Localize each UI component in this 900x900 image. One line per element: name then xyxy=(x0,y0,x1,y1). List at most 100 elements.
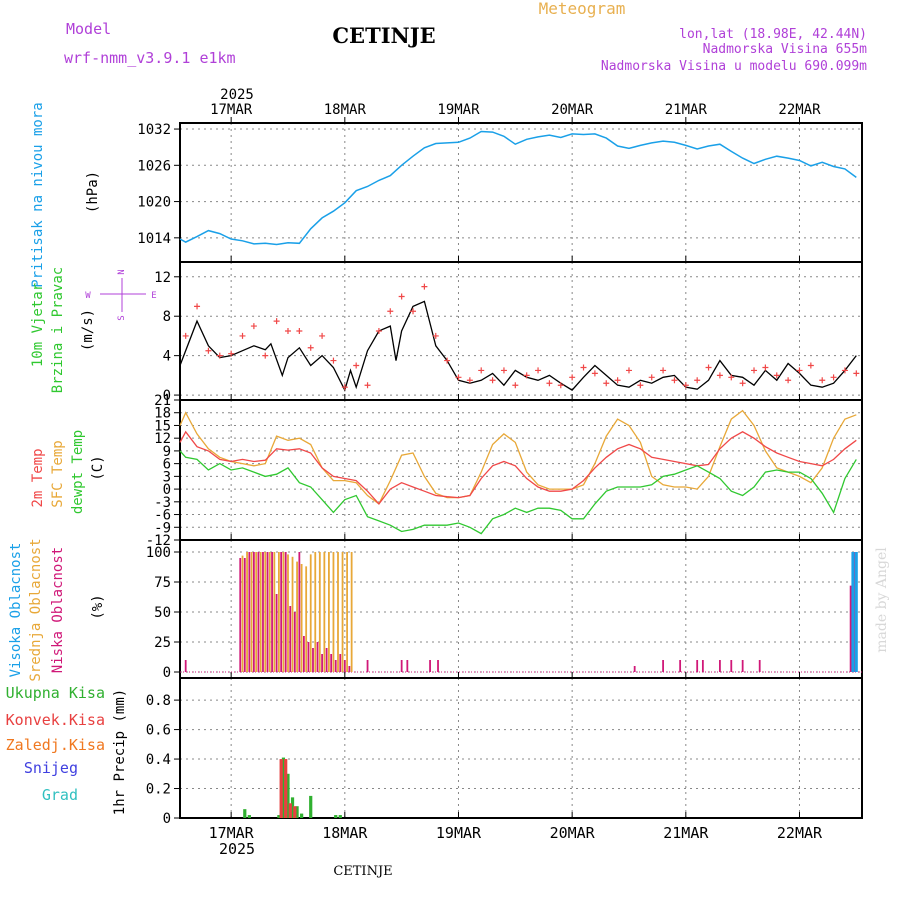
station-title: CETINJE xyxy=(332,23,435,48)
pressure-ytick-label-2: 1026 xyxy=(137,158,171,174)
bottom-date-label: 18MAR xyxy=(322,824,368,842)
precip-unit-label: 1hr Precip (mm) xyxy=(112,689,128,815)
dewpt-label: dewpt Temp xyxy=(70,430,86,514)
pressure-ytick-label-3: 1032 xyxy=(137,122,171,138)
top-date-label: 22MAR xyxy=(778,102,821,118)
wind-gust-marker xyxy=(546,380,553,387)
wind-gust-marker xyxy=(773,372,780,379)
pressure-ytick-label-0: 1014 xyxy=(137,231,171,247)
wind-ytick-label-2: 8 xyxy=(163,309,171,325)
wind-gust-marker xyxy=(660,367,667,374)
wind-gust-marker xyxy=(591,370,598,377)
top-date-label: 17MAR xyxy=(210,102,253,118)
top-date-label: 20MAR xyxy=(551,102,594,118)
precip-bar xyxy=(309,795,313,818)
precip-legend-item: Ukupna Kisa xyxy=(6,684,105,702)
temperature-ytick-label-8: 12 xyxy=(154,431,171,447)
precip-frame xyxy=(179,677,863,819)
wind-gust-marker xyxy=(762,364,769,371)
t2m-label: 2m Temp xyxy=(30,448,46,507)
precip-bar xyxy=(295,806,299,818)
wind-gust-marker xyxy=(580,364,587,371)
precip-legend-item: Snijeg xyxy=(24,759,78,777)
lonlat-label: lon,lat (18.98E, 42.44N) xyxy=(679,27,867,42)
precip-bar xyxy=(286,773,290,818)
wind-unit-label: (m/s) xyxy=(80,309,96,351)
product-title: Meteogram xyxy=(539,0,626,18)
precip-ytick-label-0: 0 xyxy=(163,811,171,827)
cloud-ytick-label-4: 100 xyxy=(146,545,171,561)
wind-gust-marker xyxy=(375,328,382,334)
pressure-frame xyxy=(179,122,863,263)
wind-gust-marker xyxy=(205,347,212,354)
wind-gust-marker xyxy=(500,367,507,374)
bottom-date-label: 19MAR xyxy=(436,824,482,842)
wind-gust-marker xyxy=(387,308,394,315)
precip-bar xyxy=(293,806,297,818)
altitude-label: Nadmorska Visina 655m xyxy=(703,42,868,57)
tsfc-label: SFC Temp xyxy=(50,440,66,507)
wind-gust-marker xyxy=(284,328,291,334)
wind-gust-marker xyxy=(807,362,814,369)
top-year-label: 2025 xyxy=(220,87,254,103)
pressure-ytick-label-1: 1020 xyxy=(137,195,171,211)
temperature-frame xyxy=(179,399,863,541)
wind-gust-marker xyxy=(853,370,860,377)
wind-gust-marker xyxy=(716,372,723,379)
bottom-date-label: 21MAR xyxy=(663,824,709,842)
cloud-low-label: Niska Oblacnost xyxy=(50,547,66,673)
wind-gust-marker xyxy=(841,367,848,374)
wind-gust-marker xyxy=(273,318,280,325)
wind-gust-marker xyxy=(614,377,621,384)
precip-bar xyxy=(300,813,304,818)
wind-gust-marker xyxy=(319,332,326,339)
wind-gust-marker xyxy=(785,377,792,384)
wind-ytick-label-3: 12 xyxy=(154,270,171,286)
compass-east-label: E xyxy=(151,291,156,301)
wind-gust-marker xyxy=(341,384,348,391)
wind-gust-marker xyxy=(637,382,644,389)
precip-bar xyxy=(247,815,251,818)
wind-gust-marker xyxy=(648,374,655,381)
pressure-unit-label: (hPa) xyxy=(85,171,101,213)
wind-gust-marker xyxy=(830,374,837,381)
wind-title2-label: Brzina i Pravac xyxy=(50,267,66,393)
dewpt-line xyxy=(179,450,857,535)
precip-panel: 0 0.2 0.4 0.6 0.8 xyxy=(146,677,863,827)
compass-south-label: S xyxy=(117,315,127,320)
temperature-ytick-label-9: 15 xyxy=(154,418,171,434)
top-date-label: 18MAR xyxy=(324,102,367,118)
wind-gust-marker xyxy=(455,374,462,381)
pressure-line xyxy=(179,130,857,246)
wind-ytick-label-1: 4 xyxy=(163,349,171,365)
wind-speed-line xyxy=(179,300,857,392)
wind-gust-marker xyxy=(796,367,803,374)
wind-gust-marker xyxy=(432,332,439,339)
wind-gust-marker xyxy=(603,380,610,387)
top-date-label: 21MAR xyxy=(665,102,708,118)
wind-title-label: 10m Vjetar xyxy=(30,283,46,367)
temperature-ytick-label-10: 18 xyxy=(154,406,171,422)
cloud-ytick-label-0: 0 xyxy=(163,665,171,681)
cloud-ytick-label-1: 25 xyxy=(154,635,171,651)
credit-watermark: made by Angel xyxy=(874,547,890,653)
wind-panel: 0 4 8 12 xyxy=(154,261,863,404)
precip-legend-item: Grad xyxy=(42,786,78,804)
precip-ytick-label-2: 0.4 xyxy=(146,752,171,768)
temperature-ytick-label-6: 6 xyxy=(163,457,171,473)
wind-gust-marker xyxy=(625,367,632,374)
wind-frame xyxy=(179,261,863,401)
wind-gust-marker xyxy=(216,352,223,359)
compass-north-label: N xyxy=(117,269,127,274)
bottom-date-label: 17MAR xyxy=(209,824,255,842)
wind-gust-marker xyxy=(296,328,303,334)
precip-bar xyxy=(243,809,247,818)
precip-legend-item: Konvek.Kisa xyxy=(6,711,105,729)
wind-gust-marker xyxy=(228,350,235,357)
wind-gust-marker xyxy=(364,382,371,389)
top-date-label: 19MAR xyxy=(437,102,480,118)
wind-gust-marker xyxy=(250,323,257,330)
wind-ytick-label-0: 0 xyxy=(163,388,171,404)
